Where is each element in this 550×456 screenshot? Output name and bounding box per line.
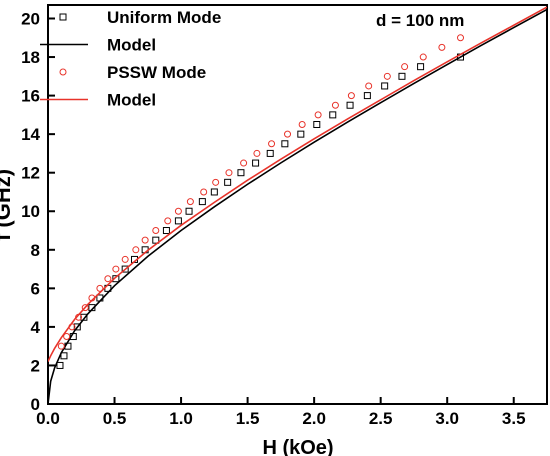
point (152, 227, 160, 235)
point (252, 159, 260, 167)
point (381, 82, 389, 90)
point (112, 275, 120, 283)
x-tick-label: 0.5 (103, 409, 127, 428)
point (457, 34, 465, 42)
point (210, 188, 218, 196)
y-tick-label: 8 (31, 241, 40, 260)
point (237, 169, 245, 177)
point (56, 361, 64, 369)
x-axis-label: H (kOe) (262, 437, 333, 456)
point (417, 63, 425, 71)
point (284, 130, 292, 138)
model-line (48, 6, 547, 362)
x-tick-label: 0.0 (36, 409, 60, 428)
x-tick-label: 3.5 (502, 409, 526, 428)
point (224, 178, 232, 186)
x-tick-label: 1.5 (236, 409, 260, 428)
y-tick-label: 4 (31, 318, 41, 337)
y-tick-label: 0 (31, 395, 40, 414)
y-tick-label: 16 (21, 87, 40, 106)
point (141, 236, 149, 244)
point (365, 82, 373, 90)
legend-label: Model (107, 91, 156, 110)
point (331, 101, 339, 109)
point (240, 159, 248, 167)
point (96, 284, 104, 292)
point (63, 333, 71, 341)
point (225, 169, 233, 177)
y-axis-label: f (GHz) (0, 169, 15, 241)
point (132, 246, 140, 254)
point (347, 92, 355, 100)
point (281, 140, 289, 148)
point (60, 352, 68, 360)
legend-label: Uniform Mode (107, 8, 221, 27)
point (81, 304, 89, 312)
point (266, 149, 274, 157)
point (401, 63, 409, 71)
point (198, 198, 206, 206)
point (174, 217, 182, 225)
point (121, 265, 129, 273)
point (174, 207, 182, 215)
point (185, 207, 193, 215)
x-tick-label: 2.0 (302, 409, 326, 428)
legend-label: PSSW Mode (107, 63, 206, 82)
legend-marker (59, 13, 67, 21)
point (398, 72, 406, 80)
point (121, 255, 129, 263)
point (73, 323, 81, 331)
legend-label: Model (107, 36, 156, 55)
y-tick-label: 14 (21, 125, 40, 144)
point (164, 217, 172, 225)
point (363, 92, 371, 100)
y-tick-label: 12 (21, 164, 40, 183)
point (298, 121, 306, 129)
point (57, 342, 65, 350)
point (112, 265, 120, 273)
point (80, 313, 88, 321)
point (152, 236, 160, 244)
y-tick-label: 18 (21, 48, 40, 67)
point (383, 72, 391, 80)
plot-frame (47, 4, 548, 405)
point (268, 140, 276, 148)
annotation: d = 100 nm (376, 11, 464, 30)
legend-marker (59, 68, 67, 76)
point (253, 149, 261, 157)
point (419, 53, 427, 61)
point (438, 43, 446, 51)
y-tick-label: 6 (31, 279, 40, 298)
y-tick-label: 2 (31, 356, 40, 375)
point (297, 130, 305, 138)
point (314, 111, 322, 119)
point (186, 198, 194, 206)
plot-area (48, 6, 547, 404)
point (346, 101, 354, 109)
point (212, 178, 220, 186)
point (329, 111, 337, 119)
y-tick-label: 20 (21, 9, 40, 28)
point (313, 121, 321, 129)
point (104, 275, 112, 283)
point (162, 227, 170, 235)
point (200, 188, 208, 196)
y-tick-label: 10 (21, 202, 40, 221)
model-line (48, 8, 547, 404)
x-tick-label: 3.0 (435, 409, 459, 428)
x-tick-label: 1.0 (169, 409, 193, 428)
x-tick-label: 2.5 (369, 409, 393, 428)
